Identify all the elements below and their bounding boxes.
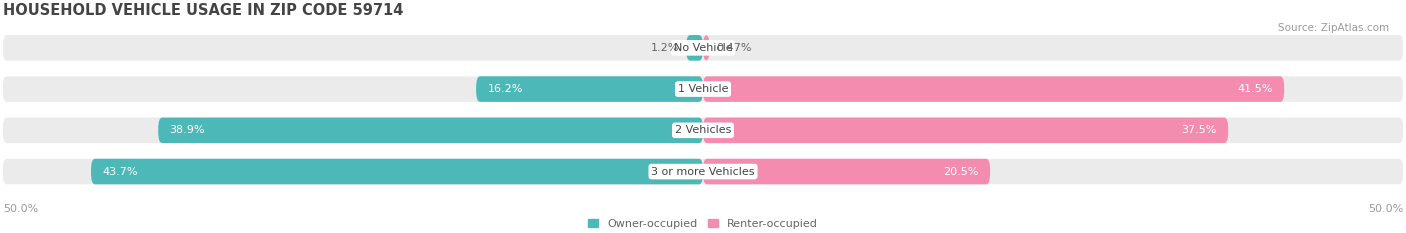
- Text: 50.0%: 50.0%: [1368, 204, 1403, 214]
- Text: 38.9%: 38.9%: [170, 125, 205, 135]
- Text: 3 or more Vehicles: 3 or more Vehicles: [651, 167, 755, 177]
- Text: No Vehicle: No Vehicle: [673, 43, 733, 53]
- FancyBboxPatch shape: [703, 159, 990, 184]
- FancyBboxPatch shape: [686, 35, 703, 61]
- Text: 2 Vehicles: 2 Vehicles: [675, 125, 731, 135]
- FancyBboxPatch shape: [3, 35, 1403, 61]
- Legend: Owner-occupied, Renter-occupied: Owner-occupied, Renter-occupied: [588, 219, 818, 229]
- FancyBboxPatch shape: [3, 159, 1403, 184]
- FancyBboxPatch shape: [703, 35, 710, 61]
- Text: 50.0%: 50.0%: [3, 204, 38, 214]
- FancyBboxPatch shape: [3, 76, 1403, 102]
- Text: 1 Vehicle: 1 Vehicle: [678, 84, 728, 94]
- Text: 37.5%: 37.5%: [1181, 125, 1218, 135]
- Text: 16.2%: 16.2%: [488, 84, 523, 94]
- Text: 1.2%: 1.2%: [651, 43, 679, 53]
- Text: 20.5%: 20.5%: [943, 167, 979, 177]
- FancyBboxPatch shape: [703, 117, 1229, 143]
- FancyBboxPatch shape: [703, 76, 1284, 102]
- Text: 43.7%: 43.7%: [103, 167, 138, 177]
- Text: 0.47%: 0.47%: [717, 43, 752, 53]
- FancyBboxPatch shape: [477, 76, 703, 102]
- Text: 41.5%: 41.5%: [1237, 84, 1272, 94]
- FancyBboxPatch shape: [3, 117, 1403, 143]
- FancyBboxPatch shape: [91, 159, 703, 184]
- Text: HOUSEHOLD VEHICLE USAGE IN ZIP CODE 59714: HOUSEHOLD VEHICLE USAGE IN ZIP CODE 5971…: [3, 3, 404, 18]
- Text: Source: ZipAtlas.com: Source: ZipAtlas.com: [1278, 23, 1389, 33]
- FancyBboxPatch shape: [159, 117, 703, 143]
